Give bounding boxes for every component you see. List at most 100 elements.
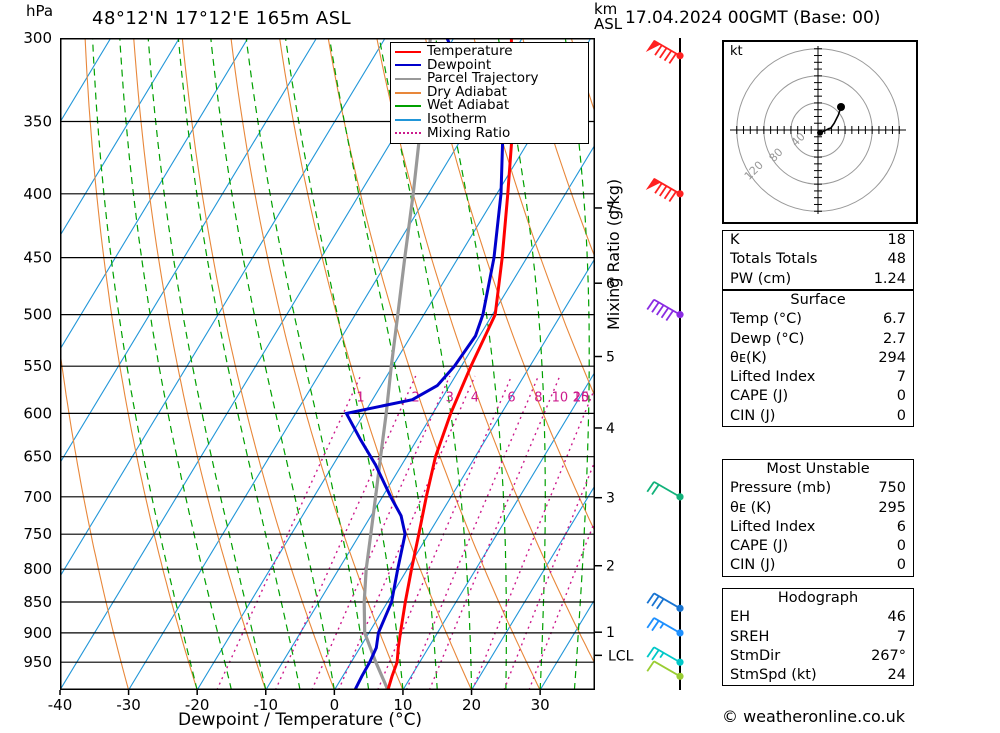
wind-barb-full [660, 307, 670, 319]
wind-barb-full [659, 185, 668, 197]
panel-row-value: 267° [871, 647, 906, 664]
altitude-tick-label: 4 [606, 421, 615, 437]
mixing-ratio-label: 4 [471, 390, 479, 405]
panel-row: EH 46 [723, 608, 913, 627]
x-axis-title: Dewpoint / Temperature (°C) [178, 710, 423, 730]
panel-row-label: CIN (J) [730, 407, 776, 424]
pressure-tick-label: 550 [23, 357, 52, 375]
panel-row: CIN (J) 0 [723, 556, 913, 575]
panel-row: CAPE (J) 0 [723, 537, 913, 556]
wind-barb-full [659, 47, 668, 59]
isotherm-line [128, 38, 523, 690]
legend-swatch-isotherm [395, 118, 421, 121]
wind-barb-node [676, 672, 684, 680]
profile-temperature [386, 38, 515, 690]
panel-row: θᴇ(K) 294 [723, 349, 913, 368]
altitude-axis-unit: km ASL [594, 2, 622, 32]
wind-barb [646, 646, 684, 666]
temperature-tick-label: -40 [48, 696, 73, 714]
panel-row: StmDir 267° [723, 647, 913, 666]
altitude-tick-label: 5 [606, 350, 615, 366]
legend-swatch-dry-adiabat [395, 91, 421, 94]
panel-row-label: PW (cm) [730, 270, 792, 287]
pressure-axis-unit: hPa [26, 2, 54, 20]
station-title: 48°12'N 17°12'E 165m ASL [92, 8, 352, 29]
temperature-tick-label: -30 [116, 696, 141, 714]
wind-barb-full [668, 191, 677, 202]
temperature-tick-label: 20 [462, 696, 481, 714]
mixing-ratio-label: 15 [573, 390, 590, 405]
isotherm-line [471, 484, 595, 690]
pressure-tick-label: 900 [23, 624, 52, 642]
wind-barb-full [663, 50, 673, 62]
panel-row-label: StmDir [730, 647, 781, 664]
panel-row-value: 294 [878, 349, 906, 366]
altitude-unit-asl: ASL [594, 15, 623, 33]
panel-row: CIN (J) 0 [723, 407, 913, 426]
panel-row: K 18 [723, 231, 913, 250]
pressure-tick-label: 350 [23, 112, 52, 130]
mixing-ratio-line [274, 375, 417, 690]
panel-heading: Hodograph [777, 590, 859, 606]
wind-barb-half [659, 652, 665, 659]
wind-barb-shaft [653, 646, 681, 664]
wet-adiabat-line [245, 38, 370, 690]
dry-adiabat-line [181, 38, 335, 690]
mixing-ratio-line [503, 459, 595, 690]
dry-adiabat-line [60, 347, 130, 690]
temperature-tick-label: 30 [531, 696, 550, 714]
pressure-tick-label: 700 [23, 488, 52, 506]
wind-barb [646, 660, 684, 680]
profile-traces [344, 38, 515, 690]
altitude-tick-label: 2 [606, 559, 615, 575]
legend-swatch-mixing-ratio [395, 132, 421, 135]
wind-barb-node [676, 658, 684, 666]
panel-row-label: Lifted Index [730, 518, 816, 535]
copyright-icon: © [722, 707, 738, 726]
legend-item: Wet Adiabat [395, 99, 584, 113]
legend-label: Temperature [427, 43, 513, 60]
wind-barb-full [646, 481, 655, 493]
wind-barb [646, 592, 684, 612]
legend-swatch-temperature [395, 50, 421, 53]
wind-barb-full [651, 301, 660, 313]
panel-row-label: Lifted Index [730, 369, 816, 386]
wind-barb-full [656, 598, 665, 610]
mixing-ratio-label: 20 [573, 390, 590, 405]
dry-adiabat-line [522, 38, 595, 259]
profile-parcel-trajectory [362, 38, 432, 690]
panel-row: SREH 7 [723, 628, 913, 647]
pressure-tick-label: 650 [23, 448, 52, 466]
panel-row-label: Pressure (mb) [730, 480, 832, 497]
legend-item: Dewpoint [395, 56, 584, 73]
panel-row-value: 24 [887, 667, 906, 684]
dry-adiabat-line [473, 38, 595, 398]
wind-barb-full [654, 182, 663, 194]
wet-adiabat-line [284, 38, 404, 690]
panel-row-value: 750 [878, 480, 906, 497]
legend-item: Mixing Ratio [395, 124, 584, 141]
wind-barb-shaft [653, 481, 681, 498]
wind-barb-full [668, 53, 677, 64]
legend-item: Parcel Trajectory [395, 72, 584, 86]
legend-label: Dewpoint [427, 56, 492, 73]
wind-barb-shaft [653, 660, 681, 678]
panel-row-label: Totals Totals [730, 251, 818, 268]
wet-adiabat-line [92, 38, 198, 690]
panel-row-value: 46 [887, 609, 906, 626]
most-unstable-parcel-panel: Most Unstable Pressure (mb) 750 θᴇ (K) 295 Li… [722, 459, 914, 577]
panel-row-label: Dewp (°C) [730, 330, 805, 347]
hodograph-unit-label: kt [730, 44, 743, 59]
wind-barb-full [651, 649, 660, 661]
mixing-ratio-line [428, 375, 561, 690]
legend-swatch-wet-adiabat [395, 105, 421, 108]
panel-row: θᴇ (K) 295 [723, 499, 913, 518]
wind-barb-node [676, 604, 684, 612]
wind-barb-full [656, 304, 665, 316]
legend-label: Mixing Ratio [427, 124, 511, 141]
isotherm-line [333, 257, 595, 690]
mixing-ratio-line [471, 386, 595, 690]
lcl-label: LCL [608, 648, 634, 664]
panel-row: StmSpd (kt) 24 [723, 666, 913, 685]
panel-row-value: 0 [896, 388, 906, 405]
